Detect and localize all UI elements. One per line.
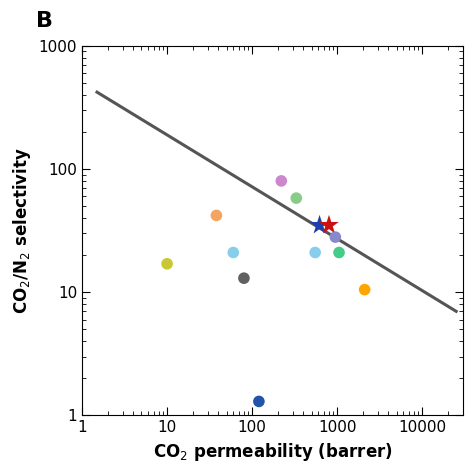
Point xyxy=(255,398,263,405)
Point xyxy=(361,286,368,293)
Point xyxy=(316,221,323,229)
Point xyxy=(164,260,171,268)
Point xyxy=(240,274,248,282)
Point xyxy=(335,249,343,256)
Point xyxy=(311,249,319,256)
Point xyxy=(331,233,339,241)
X-axis label: CO$_2$ permeability (barrer): CO$_2$ permeability (barrer) xyxy=(153,441,392,463)
Text: B: B xyxy=(36,11,53,31)
Y-axis label: CO$_2$/N$_2$ selectivity: CO$_2$/N$_2$ selectivity xyxy=(11,147,33,314)
Point xyxy=(213,211,220,219)
Point xyxy=(229,249,237,256)
Point xyxy=(277,177,285,185)
Point xyxy=(325,221,333,229)
Point xyxy=(292,194,300,202)
